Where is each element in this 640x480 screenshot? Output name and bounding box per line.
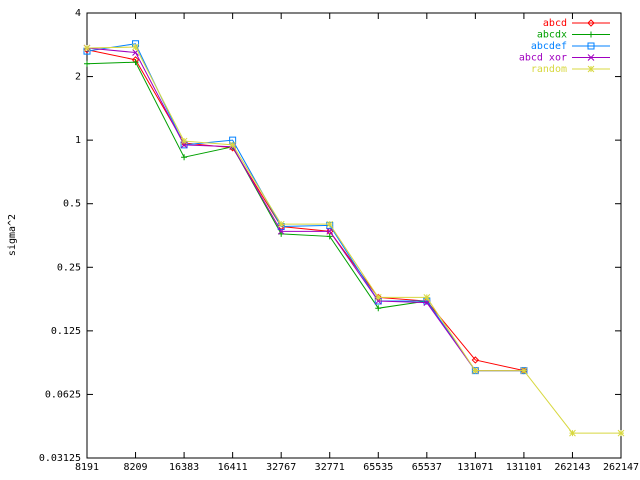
series-line [86, 61, 524, 372]
y-tick-label: 0.125 [51, 326, 81, 337]
x-tick-label: 65537 [412, 462, 442, 473]
marker [326, 227, 334, 235]
y-tick-label: 0.0625 [45, 389, 81, 400]
x-tick-label: 16411 [218, 462, 248, 473]
y-tick-label: 1 [75, 135, 81, 146]
y-tick-label: 4 [75, 8, 81, 19]
marker [587, 19, 595, 27]
marker [587, 42, 595, 50]
marker [471, 356, 480, 364]
x-tick-label: 16383 [169, 462, 199, 473]
x-tick-label: 131101 [506, 462, 542, 473]
marker [229, 136, 237, 144]
series-line [86, 49, 525, 372]
marker [587, 65, 595, 73]
marker [180, 137, 188, 145]
marker [277, 220, 285, 228]
marker [520, 367, 528, 375]
series-line [86, 43, 524, 372]
marker [326, 233, 333, 240]
legend-label: abcdx [537, 30, 567, 41]
x-tick-label: 32771 [315, 462, 345, 473]
marker [588, 31, 594, 38]
legend-label: abcdef [531, 41, 567, 52]
marker [83, 44, 91, 52]
marker [83, 46, 91, 54]
marker [374, 294, 382, 301]
legend-label: abcd xor [519, 53, 567, 64]
marker [375, 305, 382, 312]
marker [326, 220, 334, 228]
marker [84, 60, 90, 67]
x-tick-label: 262147 [603, 462, 639, 473]
series-line [86, 47, 524, 372]
x-tick-label: 32767 [266, 462, 296, 473]
legend-label: abcd [543, 18, 567, 29]
x-tick-label: 8209 [123, 462, 147, 473]
y-tick-label: 0.03125 [39, 453, 81, 464]
x-tick-label: 262143 [554, 462, 590, 473]
series-line [86, 46, 621, 434]
x-tick-label: 65535 [363, 462, 393, 473]
legend-label: random [531, 64, 567, 75]
x-tick-label: 8191 [75, 462, 99, 473]
marker [587, 54, 595, 61]
marker [569, 429, 576, 437]
marker [229, 141, 236, 149]
marker [617, 429, 625, 437]
marker [132, 59, 139, 66]
plot-frame [86, 12, 622, 459]
marker [181, 154, 188, 161]
marker [132, 43, 139, 51]
y-axis-label: sigma^2 [7, 214, 18, 256]
marker [471, 367, 479, 375]
y-tick-label: 2 [75, 72, 81, 83]
y-tick-label: 0.25 [57, 262, 81, 273]
marker [520, 367, 528, 375]
marker [423, 294, 431, 301]
x-tick-label: 131071 [457, 462, 493, 473]
marker [277, 227, 285, 235]
marker [472, 367, 479, 375]
y-tick-label: 0.5 [63, 199, 81, 210]
